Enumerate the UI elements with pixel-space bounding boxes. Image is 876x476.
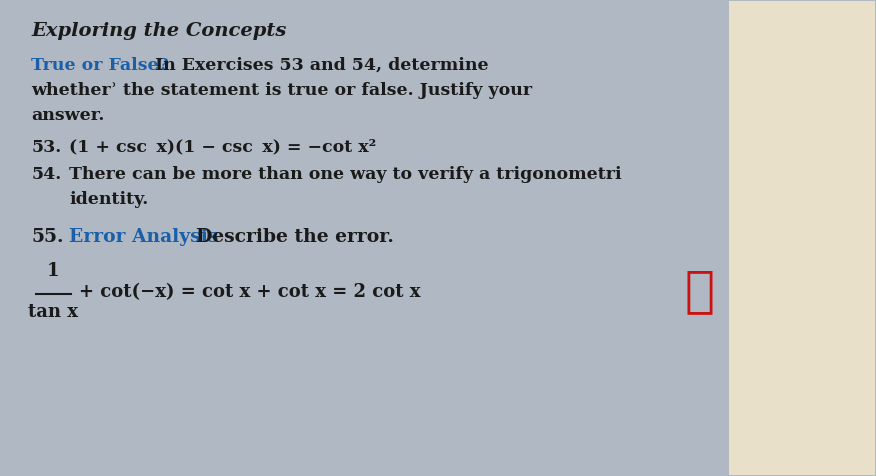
Text: + cot(−x) = cot x + cot x = 2 cot x: + cot(−x) = cot x + cot x = 2 cot x: [79, 283, 420, 301]
Text: In Exercises 53 and 54, determine: In Exercises 53 and 54, determine: [143, 57, 489, 74]
Text: 54.: 54.: [32, 167, 61, 183]
Text: whetherʾ the statement is true or false. Justify your: whetherʾ the statement is true or false.…: [32, 82, 533, 99]
Text: True or False?: True or False?: [32, 57, 169, 74]
Text: identity.: identity.: [69, 191, 148, 208]
Text: ✕: ✕: [684, 267, 714, 316]
Text: Error Analysis: Error Analysis: [69, 228, 218, 246]
Text: answer.: answer.: [32, 107, 104, 124]
Bar: [729, 1, 874, 475]
Text: Exploring the Concepts: Exploring the Concepts: [32, 22, 286, 40]
Text: (1 + csc  x)(1 − csc  x) = −cot x²: (1 + csc x)(1 − csc x) = −cot x²: [69, 139, 377, 156]
Text: Describe the error.: Describe the error.: [183, 228, 393, 246]
Text: There can be more than one way to verify a trigonometri: There can be more than one way to verify…: [69, 167, 622, 183]
Text: 55.: 55.: [32, 228, 64, 246]
Text: 1: 1: [47, 262, 60, 280]
Text: tan x: tan x: [28, 303, 78, 321]
Text: 53.: 53.: [32, 139, 61, 156]
